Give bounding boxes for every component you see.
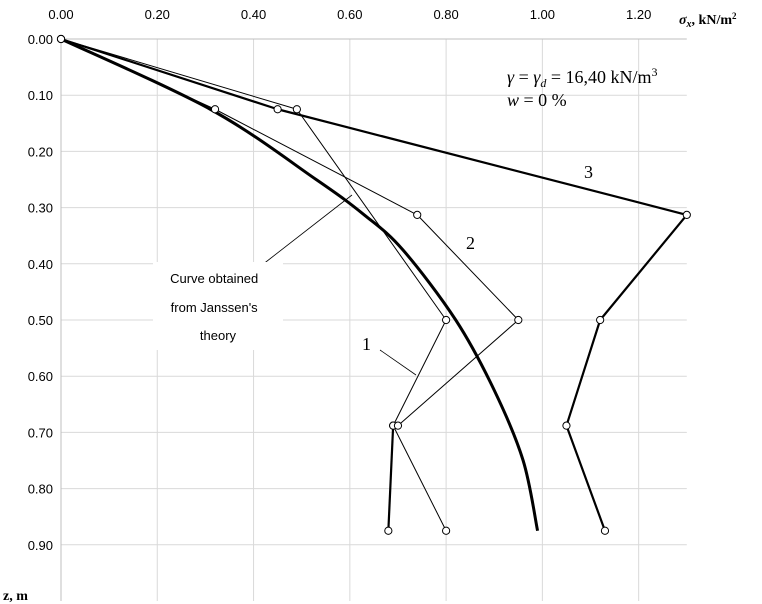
series-3-line xyxy=(60,37,688,532)
series-1-leader-line xyxy=(379,349,417,376)
series-label-1: 1 xyxy=(362,334,371,354)
series-2-point xyxy=(393,421,403,430)
series-1-point xyxy=(442,526,451,535)
series-3-point xyxy=(596,315,605,325)
series-3-point xyxy=(600,526,610,535)
y-tick-label: 0.30 xyxy=(28,201,53,216)
series-2-point xyxy=(210,105,220,114)
unit-weight-annotation: γ = γd = 16,40 kN/m3 xyxy=(507,65,658,90)
x-tick-label: 0.80 xyxy=(433,7,458,22)
y-tick-label: 0.90 xyxy=(28,538,53,553)
series-label-2: 2 xyxy=(466,233,475,253)
y-tick-labels: 0.00 0.10 0.20 0.30 0.40 0.50 0.60 0.70 0.80 0.90 xyxy=(28,32,53,553)
y-tick-label: 0.50 xyxy=(28,313,53,328)
x-tick-label: 1.20 xyxy=(626,7,651,22)
janssen-label: Curve obtained from Janssen's theory xyxy=(170,271,262,343)
series-3-point xyxy=(682,210,691,220)
janssen-label-line-1: Curve obtained xyxy=(170,271,258,286)
x-tick-label: 0.20 xyxy=(145,7,170,22)
series-3-point xyxy=(273,105,282,114)
y-tick-label: 0.10 xyxy=(28,88,53,103)
markers xyxy=(56,34,691,535)
janssen-leader-line xyxy=(261,194,353,266)
y-tick-label: 0.40 xyxy=(28,257,53,272)
x-tick-labels: 0.00 0.20 0.40 0.60 0.80 1.00 1.20 xyxy=(48,7,651,22)
series-1-point xyxy=(384,526,393,535)
y-tick-label: 0.20 xyxy=(28,144,53,159)
series-2-line xyxy=(60,38,519,427)
y-tick-label: 0.70 xyxy=(28,425,53,440)
series-2-point xyxy=(413,210,422,220)
series-3-point xyxy=(562,421,571,430)
janssen-label-line-3: theory xyxy=(200,328,237,343)
series-1-branch-line xyxy=(387,425,395,531)
janssen-label-bg xyxy=(153,262,283,350)
series-3-point xyxy=(56,34,66,44)
y-tick-label: 0.00 xyxy=(28,32,53,47)
x-tick-label: 1.00 xyxy=(530,7,555,22)
y-tick-label: 0.60 xyxy=(28,369,53,384)
series-2-point xyxy=(514,315,523,325)
y-axis-title: z, m xyxy=(3,589,28,604)
series-janssen-curve xyxy=(60,37,540,532)
x-axis-title: σx, kN/m2 xyxy=(679,11,737,30)
janssen-label-line-2: from Janssen's xyxy=(171,300,259,315)
x-tick-label: 0.00 xyxy=(48,7,73,22)
y-tick-label: 0.80 xyxy=(28,482,53,497)
x-tick-label: 0.40 xyxy=(241,7,266,22)
water-content-annotation: w = 0 % xyxy=(507,90,567,110)
series-label-3: 3 xyxy=(584,162,593,182)
series-1-point xyxy=(292,105,301,114)
x-tick-label: 0.60 xyxy=(337,7,362,22)
series-1-point xyxy=(442,315,451,325)
